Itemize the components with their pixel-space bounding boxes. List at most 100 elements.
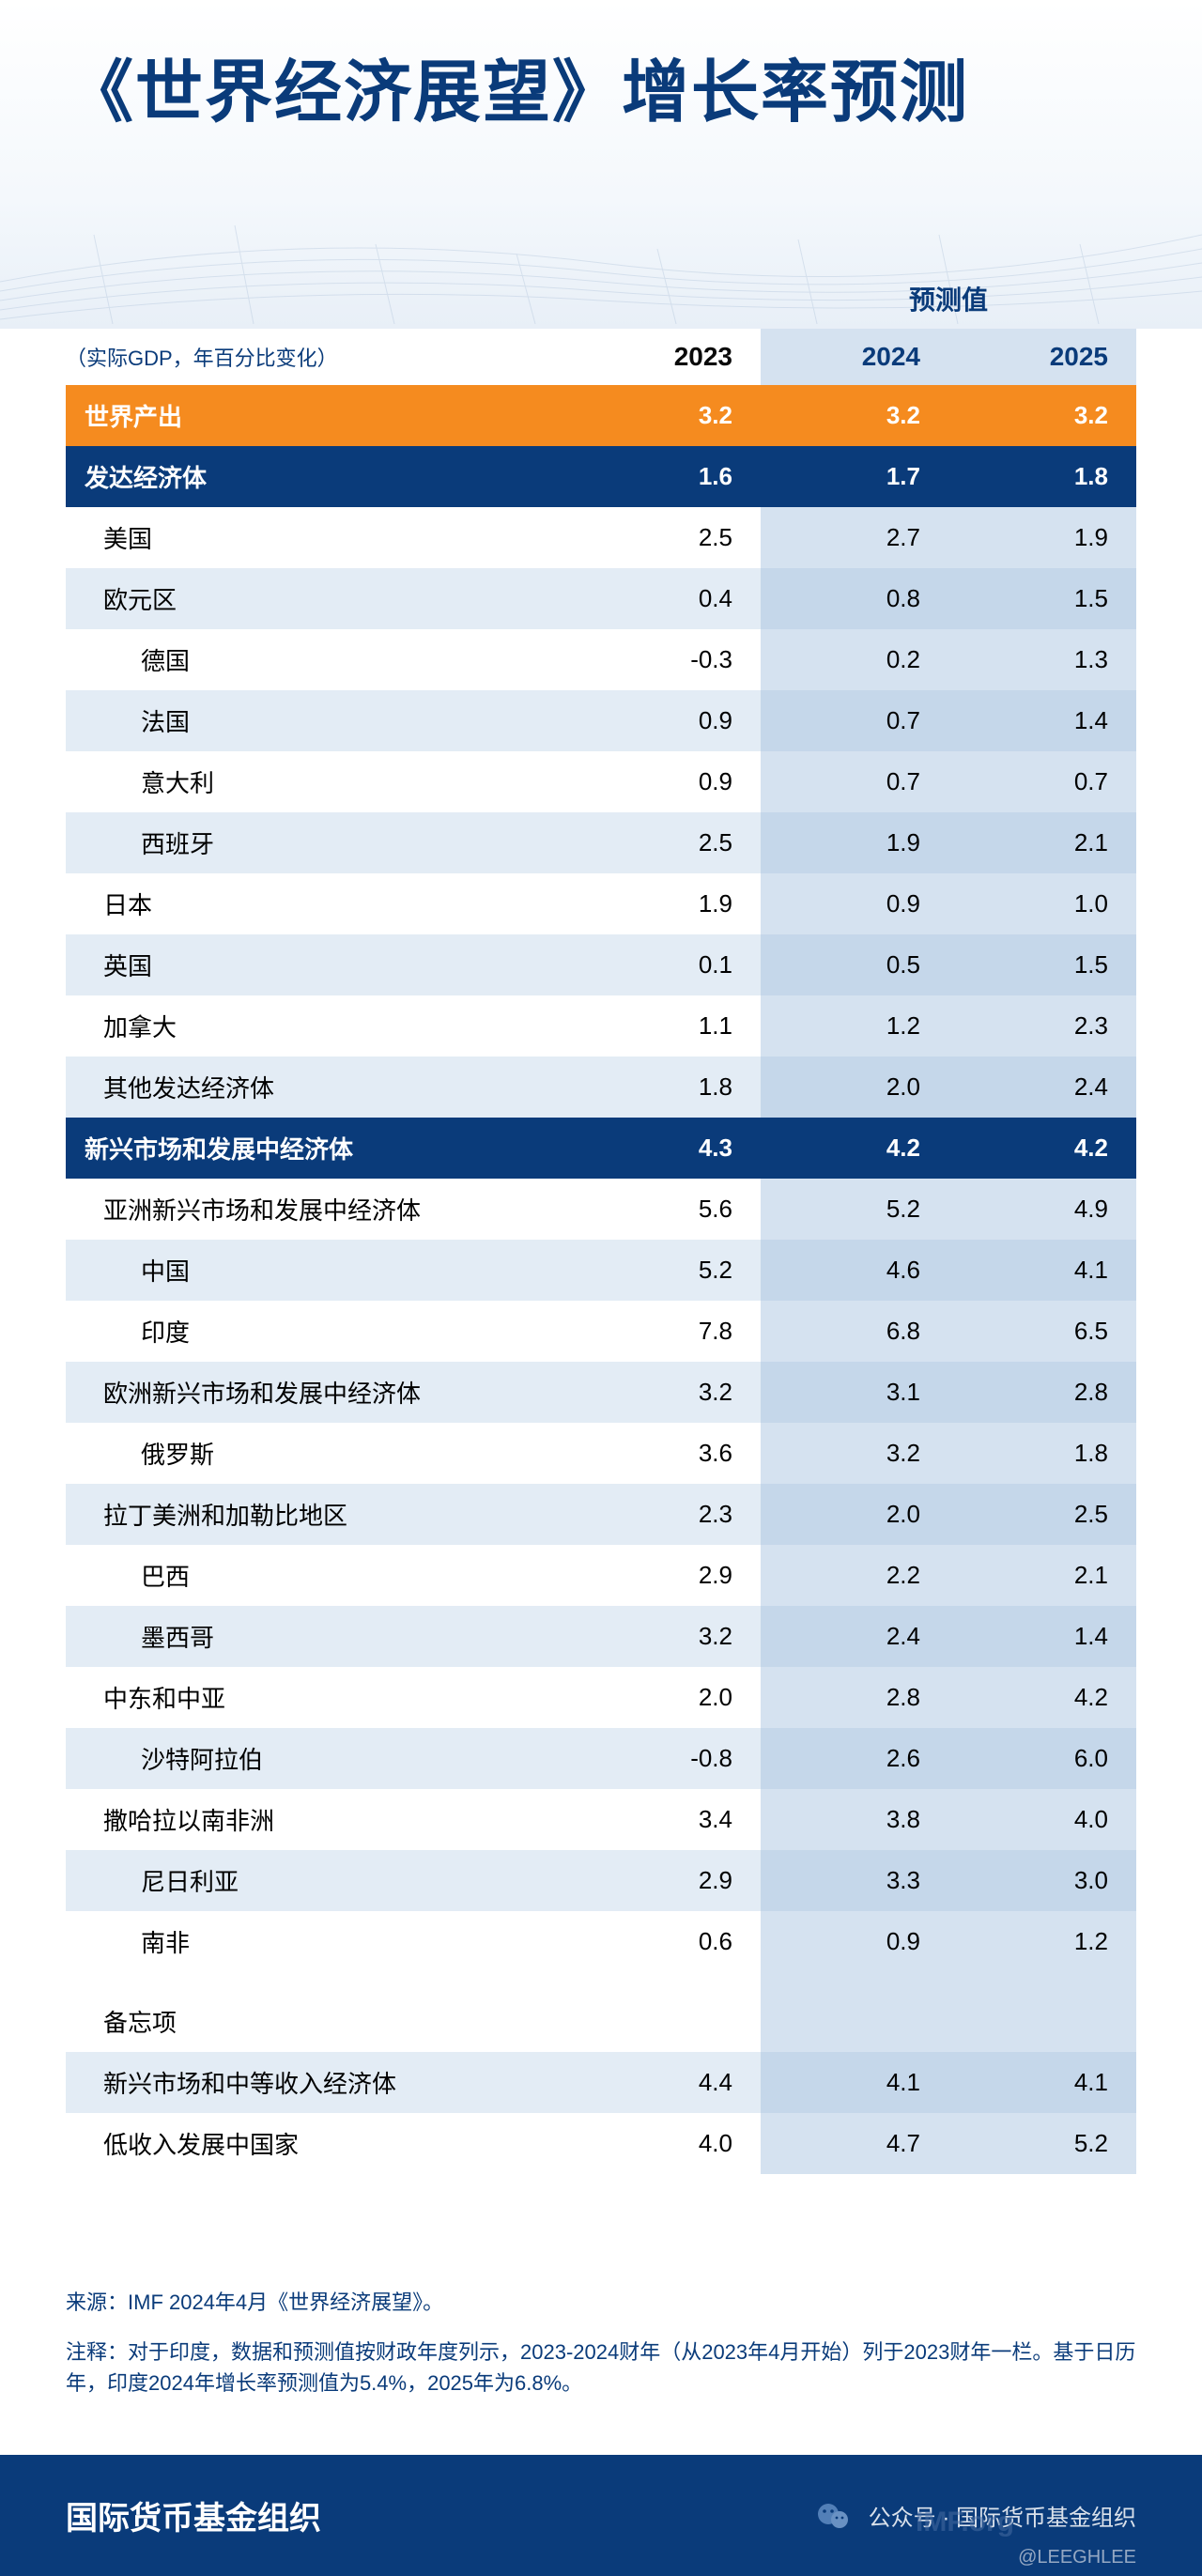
- row-value: 3.2: [573, 1606, 761, 1667]
- note-line: 注释：对于印度，数据和预测值按财政年度列示，2023-2024财年（从2023年…: [66, 2337, 1136, 2399]
- footer-org: 国际货币基金组织: [66, 2492, 321, 2538]
- row-label: 法国: [66, 690, 573, 751]
- table-row: 墨西哥3.22.41.4: [66, 1606, 1136, 1667]
- row-value: 2.9: [573, 1850, 761, 1911]
- row-label: 日本: [66, 873, 573, 934]
- row-value: 1.8: [573, 1057, 761, 1118]
- page: 《世界经济展望》增长率预测 预测值: [0, 0, 1202, 2576]
- source-line: 来源：IMF 2024年4月《世界经济展望》。: [66, 2287, 1136, 2318]
- row-label: 俄罗斯: [66, 1423, 573, 1484]
- table-row: 其他发达经济体1.82.02.4: [66, 1057, 1136, 1118]
- row-value: 2.9: [573, 1545, 761, 1606]
- row-value: 0.7: [948, 751, 1136, 812]
- row-value: 3.3: [761, 1850, 948, 1911]
- row-value: 1.2: [948, 1911, 1136, 1972]
- table-header-row: （实际GDP，年百分比变化） 2023 2024 2025: [66, 329, 1136, 385]
- row-value: 1.0: [948, 873, 1136, 934]
- row-label: 南非: [66, 1911, 573, 1972]
- row-value: 2.2: [761, 1545, 948, 1606]
- table-row: 中国5.24.64.1: [66, 1240, 1136, 1301]
- subtitle: （实际GDP，年百分比变化）: [66, 329, 573, 385]
- table-row: 中东和中亚2.02.84.2: [66, 1667, 1136, 1728]
- table-row: 意大利0.90.70.7: [66, 751, 1136, 812]
- row-value: 0.5: [761, 934, 948, 995]
- row-value: -0.3: [573, 629, 761, 690]
- header: 《世界经济展望》增长率预测 预测值: [0, 0, 1202, 329]
- row-value: 2.1: [948, 812, 1136, 873]
- row-value: 5.6: [573, 1179, 761, 1240]
- row-label: 撒哈拉以南非洲: [66, 1789, 573, 1850]
- growth-table: （实际GDP，年百分比变化） 2023 2024 2025 世界产出3.23.2…: [66, 329, 1136, 2174]
- row-value: 1.8: [948, 1423, 1136, 1484]
- row-value: 4.6: [761, 1240, 948, 1301]
- row-value: 3.2: [948, 385, 1136, 446]
- table-row: 德国-0.30.21.3: [66, 629, 1136, 690]
- row-value: 2.1: [948, 1545, 1136, 1606]
- row-label: 尼日利亚: [66, 1850, 573, 1911]
- row-value: 1.9: [761, 812, 948, 873]
- table-row: 英国0.10.51.5: [66, 934, 1136, 995]
- table-row: 南非0.60.91.2: [66, 1911, 1136, 1972]
- row-value: 2.4: [948, 1057, 1136, 1118]
- row-value: 1.3: [948, 629, 1136, 690]
- row-label: 西班牙: [66, 812, 573, 873]
- row-label: 美国: [66, 507, 573, 568]
- row-value: 4.1: [948, 1240, 1136, 1301]
- row-label: 新兴市场和中等收入经济体: [66, 2052, 573, 2113]
- row-label: 英国: [66, 934, 573, 995]
- row-value: 1.5: [948, 568, 1136, 629]
- row-value: [573, 1972, 761, 1991]
- table-row: 备忘项: [66, 1991, 1136, 2052]
- row-label: 意大利: [66, 751, 573, 812]
- table-row: 新兴市场和中等收入经济体4.44.14.1: [66, 2052, 1136, 2113]
- year-2025: 2025: [948, 329, 1136, 385]
- table-row: 沙特阿拉伯-0.82.66.0: [66, 1728, 1136, 1789]
- row-label: [66, 1972, 573, 1991]
- row-value: 0.6: [573, 1911, 761, 1972]
- row-label: 拉丁美洲和加勒比地区: [66, 1484, 573, 1545]
- table-row: 印度7.86.86.5: [66, 1301, 1136, 1362]
- row-value: 3.8: [761, 1789, 948, 1850]
- row-value: 1.4: [948, 690, 1136, 751]
- row-value: 3.4: [573, 1789, 761, 1850]
- row-label: 欧元区: [66, 568, 573, 629]
- notes: 来源：IMF 2024年4月《世界经济展望》。 注释：对于印度，数据和预测值按财…: [0, 2212, 1202, 2455]
- row-value: 2.4: [761, 1606, 948, 1667]
- row-value: 4.2: [948, 1118, 1136, 1179]
- row-label: 备忘项: [66, 1991, 573, 2052]
- row-value: [948, 1972, 1136, 1991]
- row-value: 0.1: [573, 934, 761, 995]
- row-label: 亚洲新兴市场和发展中经济体: [66, 1179, 573, 1240]
- table-row: 世界产出3.23.23.2: [66, 385, 1136, 446]
- row-value: 6.5: [948, 1301, 1136, 1362]
- row-value: 4.2: [948, 1667, 1136, 1728]
- table-row: 新兴市场和发展中经济体4.34.24.2: [66, 1118, 1136, 1179]
- row-value: 2.3: [573, 1484, 761, 1545]
- row-value: 1.2: [761, 995, 948, 1057]
- wechat-icon: [816, 2499, 850, 2533]
- row-value: 3.2: [573, 385, 761, 446]
- watermark: @LEEGHLEE: [1018, 2547, 1136, 2568]
- table-row: 亚洲新兴市场和发展中经济体5.65.24.9: [66, 1179, 1136, 1240]
- table-row: 欧洲新兴市场和发展中经济体3.23.12.8: [66, 1362, 1136, 1423]
- row-value: 0.9: [573, 751, 761, 812]
- table-row: [66, 1972, 1136, 1991]
- page-title: 《世界经济展望》增长率预测: [66, 56, 1136, 131]
- row-value: 2.3: [948, 995, 1136, 1057]
- row-label: 欧洲新兴市场和发展中经济体: [66, 1362, 573, 1423]
- row-value: 7.8: [573, 1301, 761, 1362]
- row-value: 1.8: [948, 446, 1136, 507]
- row-value: 4.9: [948, 1179, 1136, 1240]
- row-value: [573, 1991, 761, 2052]
- row-value: 1.6: [573, 446, 761, 507]
- footer: 国际货币基金组织 公众号 · 国际货币基金组织 IMF.org @LEEGHLE…: [0, 2455, 1202, 2576]
- row-value: 3.2: [573, 1362, 761, 1423]
- table-row: 西班牙2.51.92.1: [66, 812, 1136, 873]
- row-label: 德国: [66, 629, 573, 690]
- row-value: 0.7: [761, 690, 948, 751]
- row-value: 1.9: [948, 507, 1136, 568]
- row-value: 3.0: [948, 1850, 1136, 1911]
- row-label: 加拿大: [66, 995, 573, 1057]
- row-value: 0.9: [761, 873, 948, 934]
- row-label: 世界产出: [66, 385, 573, 446]
